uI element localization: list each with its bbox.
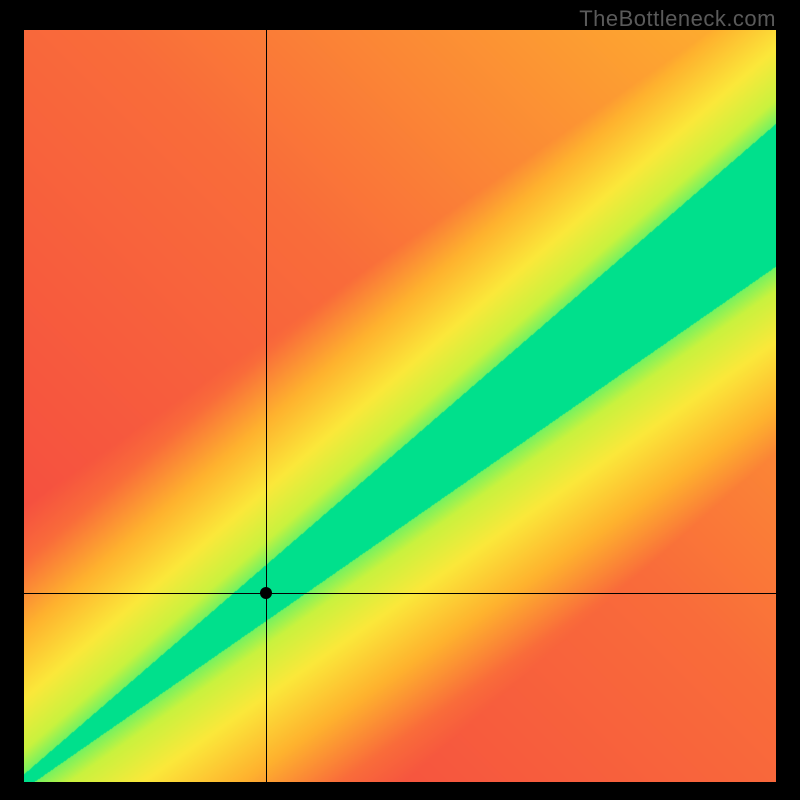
selection-marker [260,587,272,599]
bottleneck-heatmap [24,30,776,782]
crosshair-horizontal [24,593,776,594]
heatmap-canvas [24,30,776,782]
watermark: TheBottleneck.com [579,6,776,32]
crosshair-vertical [266,30,267,782]
